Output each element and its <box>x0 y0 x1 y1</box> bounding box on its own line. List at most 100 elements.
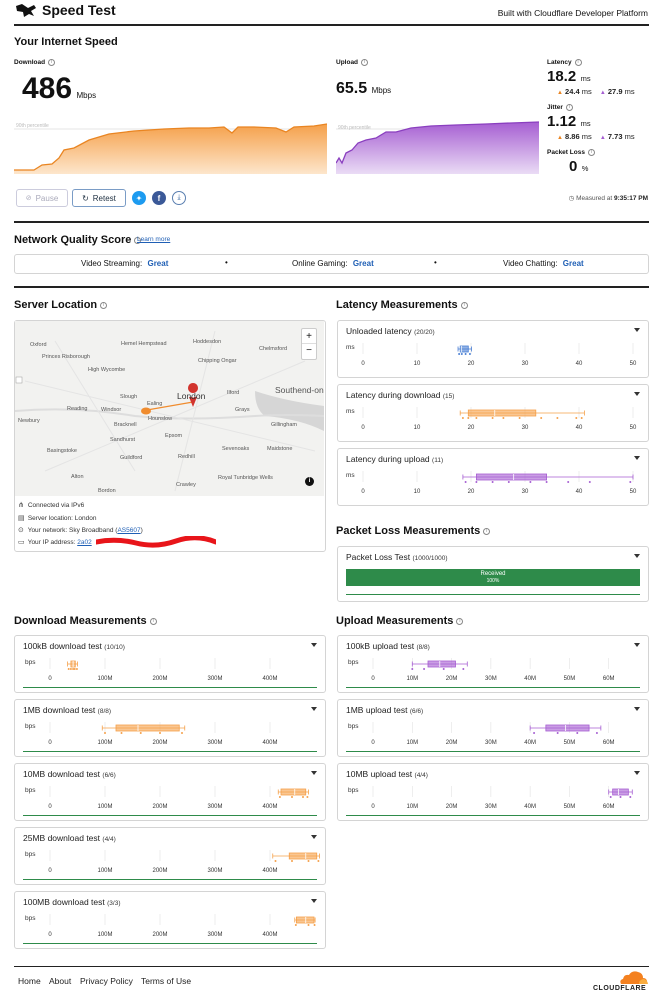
data-point <box>595 732 598 734</box>
twitter-share-button[interactable]: ✦ <box>132 191 146 205</box>
chevron-down-icon[interactable] <box>634 392 640 396</box>
tick-label: 50M <box>564 676 576 682</box>
retest-button[interactable]: ↻ Retest <box>72 189 126 207</box>
tick-label: 200M <box>152 676 167 682</box>
download-label: Download i <box>14 59 56 66</box>
latency-card-upload[interactable]: Latency during upload (11) ms 0 10 20 30 40 5… <box>337 448 649 506</box>
info-icon: i <box>134 236 142 244</box>
tick-label: 40M <box>524 676 536 682</box>
data-point <box>556 417 559 419</box>
zoom-in-button[interactable]: + <box>302 329 316 344</box>
download-card-100kb[interactable]: 100kB download test (10/10) bps 0 100M 200… <box>14 635 326 693</box>
chevron-down-icon[interactable] <box>634 554 640 558</box>
map-label: Epsom <box>165 433 183 439</box>
packet-loss-card[interactable]: Packet Loss Test (1000/1000) Received 10… <box>337 546 649 602</box>
download-results-button[interactable]: ⤓ <box>172 191 186 205</box>
data-point <box>518 417 521 419</box>
map-label: Guildford <box>120 455 143 461</box>
chevron-down-icon[interactable] <box>634 707 640 711</box>
latency-plot: 0 10 20 30 40 50 <box>361 407 637 431</box>
map-info-icon[interactable]: i <box>305 477 314 486</box>
download-card-1mb[interactable]: 1MB download test (8/8) bps 0 100M 200M 300… <box>14 699 326 757</box>
footer-link-about[interactable]: About <box>49 976 72 986</box>
tick-label: 40M <box>524 804 536 810</box>
map[interactable] <box>15 321 324 496</box>
footer-link-home[interactable]: Home <box>18 976 41 986</box>
pause-button[interactable]: ⊘ Pause <box>16 189 68 207</box>
data-point <box>291 860 293 862</box>
tick-label: 30M <box>485 804 497 810</box>
chevron-down-icon[interactable] <box>311 707 317 711</box>
as-number-link[interactable]: AS5607 <box>117 527 141 534</box>
latency-card-download[interactable]: Latency during download (15) ms 0 10 20 30 4… <box>337 384 649 442</box>
data-point <box>313 924 316 926</box>
map-label: Southend-on <box>275 385 324 395</box>
data-point <box>619 796 622 798</box>
divider <box>14 221 649 223</box>
map-label: Gillingham <box>271 422 297 428</box>
chevron-down-icon[interactable] <box>311 771 317 775</box>
box <box>280 788 307 796</box>
chevron-down-icon[interactable] <box>311 835 317 839</box>
info-icon: i <box>565 104 573 111</box>
download-plot: 0 100M 200M 300M 400M <box>48 786 309 810</box>
chevron-down-icon[interactable] <box>634 456 640 460</box>
tick-label: 20 <box>468 361 475 367</box>
data-point <box>442 668 445 670</box>
download-card-10mb[interactable]: 10MB download test (6/6) bps 0 100M 200M 30… <box>14 763 326 821</box>
tick-label: 10M <box>406 740 418 746</box>
latency-value: 18.2 ms <box>547 68 591 85</box>
unit-label: bps <box>348 787 359 794</box>
data-point <box>75 668 78 670</box>
tick-label: 20 <box>468 425 475 431</box>
zoom-out-button[interactable]: − <box>306 345 312 356</box>
info-icon: i <box>574 59 582 66</box>
tick-label: 100M <box>97 932 112 938</box>
upload-label: Upload i <box>336 59 369 66</box>
baseline <box>23 687 317 688</box>
upload-card-10mb[interactable]: 10MB upload test (4/4) bps 0 10M 20M 30M 40M… <box>337 763 649 821</box>
upload-arrow-icon: ▲ <box>599 90 606 96</box>
footer-link-privacy[interactable]: Privacy Policy <box>80 976 133 986</box>
data-point <box>567 481 570 483</box>
tick-label: 0 <box>371 740 375 746</box>
learn-more-link[interactable]: Learn more <box>137 236 171 243</box>
download-card-100mb[interactable]: 100MB download test (3/3) bps 0 100M 200M 3… <box>14 891 326 949</box>
unit-label: bps <box>25 659 36 666</box>
received-percent: 100% <box>486 578 500 584</box>
chevron-down-icon[interactable] <box>311 899 317 903</box>
tick-label: 10M <box>406 804 418 810</box>
chevron-down-icon[interactable] <box>311 643 317 647</box>
data-point <box>278 796 281 798</box>
map-label: Windsor <box>101 407 122 413</box>
separator-dot: • <box>225 258 228 267</box>
tick-label: 0 <box>361 489 365 495</box>
map-label: Crawley <box>176 482 196 488</box>
facebook-share-button[interactable]: f <box>152 191 166 205</box>
map-label: Reading <box>67 406 88 412</box>
speed-section-title: Your Internet Speed <box>14 36 118 48</box>
chevron-down-icon[interactable] <box>634 771 640 775</box>
tick-label: 300M <box>207 740 222 746</box>
latency-card-unloaded[interactable]: Unloaded latency (20/20) ms 0 10 20 30 40 50 <box>337 320 649 378</box>
tick-label: 40 <box>576 361 583 367</box>
tick-label: 200M <box>152 804 167 810</box>
upload-card-1mb[interactable]: 1MB upload test (6/6) bps 0 10M 20M 30M 40M 5… <box>337 699 649 757</box>
tick-label: 400M <box>262 932 277 938</box>
download-card-25mb[interactable]: 25MB download test (4/4) bps 0 100M 200M 30… <box>14 827 326 885</box>
data-point <box>67 668 70 670</box>
server-icon: ▤ <box>18 515 25 522</box>
data-point <box>307 924 310 926</box>
chevron-down-icon[interactable] <box>634 328 640 332</box>
tick-label: 40 <box>576 489 583 495</box>
data-point <box>73 668 76 670</box>
data-point <box>411 668 414 670</box>
footer-link-terms[interactable]: Terms of Use <box>141 976 192 986</box>
tick-label: 30M <box>485 740 497 746</box>
chevron-down-icon[interactable] <box>634 643 640 647</box>
upload-card-100kb[interactable]: 100kB upload test (8/8) bps 0 10M 20M 30M 40… <box>337 635 649 693</box>
twitter-icon: ✦ <box>135 193 143 203</box>
box <box>427 660 456 668</box>
data-point <box>475 481 478 483</box>
map-label: Hounslow <box>148 416 173 422</box>
